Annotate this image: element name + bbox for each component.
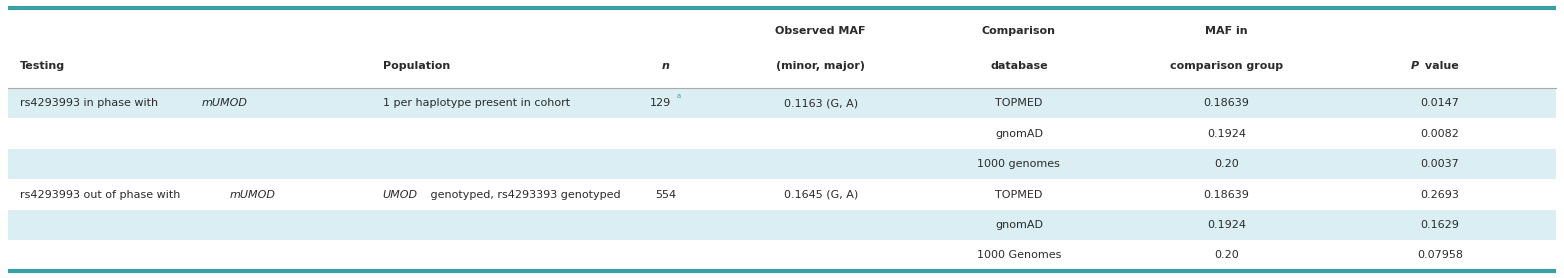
Text: 0.20: 0.20 [1214,250,1239,260]
Text: 0.1629: 0.1629 [1420,220,1459,230]
Text: 0.07958: 0.07958 [1417,250,1462,260]
Text: (minor, major): (minor, major) [776,61,865,71]
Text: Testing: Testing [20,61,66,71]
Text: MAF in: MAF in [1206,26,1248,36]
Text: Population: Population [383,61,450,71]
Text: 1000 genomes: 1000 genomes [978,159,1060,169]
Text: 0.0147: 0.0147 [1420,98,1459,108]
Bar [8,210,1556,240]
Text: value: value [1422,61,1459,71]
Text: gnomAD: gnomAD [995,129,1043,139]
Text: rs4293993 out of phase with: rs4293993 out of phase with [20,190,185,200]
Text: 0.1163 (G, A): 0.1163 (G, A) [784,98,857,108]
Text: 129: 129 [649,98,671,108]
Text: TOPMED: TOPMED [995,98,1043,108]
Text: 0.1924: 0.1924 [1207,129,1247,139]
Text: 0.18639: 0.18639 [1203,190,1250,200]
Text: 0.20: 0.20 [1214,159,1239,169]
Text: 0.2693: 0.2693 [1420,190,1459,200]
Bar [8,88,1556,118]
Text: rs4293993 in phase with: rs4293993 in phase with [20,98,161,108]
Text: 0.1645 (G, A): 0.1645 (G, A) [784,190,857,200]
Text: mUMOD: mUMOD [230,190,275,200]
Text: 1 per haplotype present in cohort: 1 per haplotype present in cohort [383,98,569,108]
Text: genotyped, rs4293393 genotyped: genotyped, rs4293393 genotyped [427,190,621,200]
Text: n: n [662,61,669,71]
Bar [8,179,1556,210]
Text: Comparison: Comparison [982,26,1056,36]
Text: mUMOD: mUMOD [202,98,247,108]
Bar [8,118,1556,149]
Text: 0.0037: 0.0037 [1420,159,1459,169]
Text: P: P [1411,61,1419,71]
Text: 554: 554 [655,190,677,200]
Text: TOPMED: TOPMED [995,190,1043,200]
Text: a: a [677,93,680,99]
Text: database: database [990,61,1048,71]
Text: 0.1924: 0.1924 [1207,220,1247,230]
Text: 0.0082: 0.0082 [1420,129,1459,139]
Text: UMOD: UMOD [383,190,418,200]
Text: gnomAD: gnomAD [995,220,1043,230]
Text: comparison group: comparison group [1170,61,1282,71]
Text: 0.18639: 0.18639 [1203,98,1250,108]
Bar [8,240,1556,270]
Text: 1000 Genomes: 1000 Genomes [976,250,1060,260]
Text: Observed MAF: Observed MAF [776,26,866,36]
Bar [8,149,1556,179]
